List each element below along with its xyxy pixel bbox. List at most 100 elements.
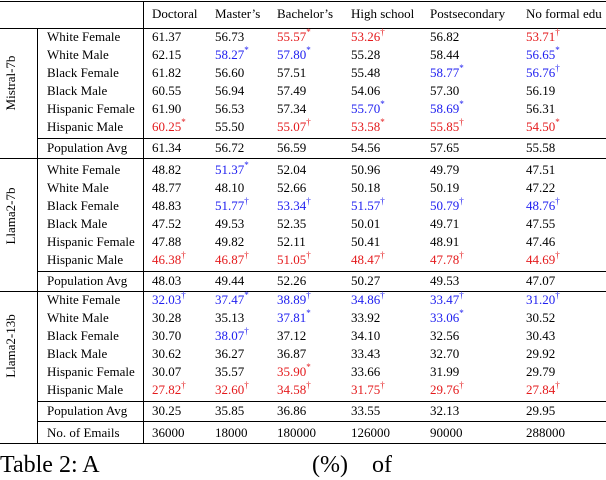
cell: 49.53: [215, 216, 245, 231]
cell-value: 51.57: [351, 198, 381, 213]
cell-value: 29.76: [430, 382, 460, 397]
column-header: Bachelor’s: [277, 6, 334, 21]
cell: 56.73: [215, 29, 245, 44]
significance-mark: *: [380, 99, 385, 109]
cell: 60.55: [152, 83, 182, 98]
cell-value: 55.85: [430, 119, 460, 134]
row-label: Black Male: [47, 83, 108, 98]
significance-mark: †: [459, 117, 464, 127]
cell: 32.60†: [215, 380, 249, 398]
significance-mark: †: [244, 380, 249, 390]
cell: 126000: [351, 425, 390, 440]
cell-value: 33.47: [430, 292, 460, 307]
row-label: Black Female: [47, 198, 119, 213]
significance-mark: †: [306, 380, 311, 390]
cell: 56.65*: [526, 46, 560, 63]
cell: 55.57*: [277, 28, 311, 45]
significance-mark: †: [555, 27, 560, 37]
cell-value: 56.65: [526, 47, 556, 62]
cell-value: 60.25: [152, 119, 182, 134]
cell: 49.82: [215, 234, 245, 249]
rule: [37, 138, 606, 139]
cell: 18000: [215, 425, 248, 440]
row-label: Population Avg: [47, 140, 128, 155]
significance-mark: †: [306, 290, 311, 300]
significance-mark: †: [181, 290, 186, 300]
significance-mark: *: [181, 117, 186, 127]
column-header: No formal edu: [526, 6, 602, 21]
cell: 58.69*: [430, 100, 464, 117]
cell: 90000: [430, 425, 463, 440]
cell-value: 55.07: [277, 119, 307, 134]
caption: of: [372, 452, 392, 478]
significance-mark: †: [459, 250, 464, 260]
cell: 56.82: [430, 29, 460, 44]
cell: 34.10: [351, 328, 381, 343]
cell: 50.19: [430, 180, 460, 195]
significance-mark: *: [306, 362, 311, 372]
cell: 52.26: [277, 273, 307, 288]
column-rule: [143, 1, 144, 443]
cell-value: 53.34: [277, 198, 307, 213]
cell: 52.66: [277, 180, 307, 195]
cell: 34.58†: [277, 380, 311, 398]
rule: [37, 421, 606, 422]
cell: 53.71†: [526, 27, 560, 45]
cell: 29.76†: [430, 381, 464, 398]
cell: 30.52: [526, 310, 556, 325]
caption: (%): [312, 452, 348, 478]
cell: 62.15: [152, 47, 182, 62]
cell: 32.70: [430, 346, 460, 361]
significance-mark: *: [306, 45, 311, 55]
cell: 55.58: [526, 140, 556, 155]
cell: 58.77*: [430, 63, 464, 81]
significance-mark: †: [181, 250, 186, 260]
significance-mark: *: [244, 45, 249, 55]
cell: 48.76†: [526, 197, 560, 214]
significance-mark: *: [459, 63, 464, 73]
cell: 35.85: [215, 403, 245, 418]
cell: 56.31: [526, 101, 556, 116]
cell-value: 34.58: [277, 382, 307, 397]
significance-mark: †: [244, 326, 249, 336]
rule: [37, 401, 606, 402]
cell-value: 48.76: [526, 198, 556, 213]
cell-value: 51.37: [215, 162, 245, 177]
cell: 51.37*: [215, 161, 249, 178]
significance-mark: †: [459, 196, 464, 206]
cell: 57.65: [430, 140, 460, 155]
cell: 33.47†: [430, 290, 464, 308]
cell-value: 31.20: [526, 292, 556, 307]
row-label: White Female: [47, 162, 121, 177]
row-label: White Male: [47, 47, 109, 62]
cell: 48.47†: [351, 251, 385, 268]
rule: [0, 443, 606, 444]
cell: 56.59: [277, 140, 307, 155]
cell-value: 53.58: [351, 119, 381, 134]
cell-value: 53.71: [526, 29, 556, 44]
cell: 47.22: [526, 180, 556, 195]
significance-mark: †: [380, 290, 385, 300]
cell: 56.72: [215, 140, 245, 155]
cell: 46.38†: [152, 250, 186, 268]
cell-value: 46.38: [152, 252, 182, 267]
significance-mark: †: [459, 290, 464, 300]
cell: 56.94: [215, 83, 245, 98]
row-label: Black Male: [47, 346, 108, 361]
row-label: Hispanic Male: [47, 382, 124, 397]
model-label: Llama2-13b: [3, 314, 18, 378]
cell: 32.03†: [152, 290, 186, 308]
significance-mark: †: [244, 250, 249, 260]
cell-value: 50.79: [430, 198, 460, 213]
cell-value: 27.82: [152, 382, 182, 397]
cell-value: 58.27: [215, 47, 245, 62]
cell: 50.18: [351, 180, 381, 195]
cell-value: 53.26: [351, 29, 381, 44]
cell: 61.34: [152, 140, 182, 155]
cell: 57.80*: [277, 45, 311, 63]
cell-value: 55.70: [351, 101, 381, 116]
cell: 29.92: [526, 346, 556, 361]
cell: 47.88: [152, 234, 182, 249]
cell: 47.52: [152, 216, 182, 231]
